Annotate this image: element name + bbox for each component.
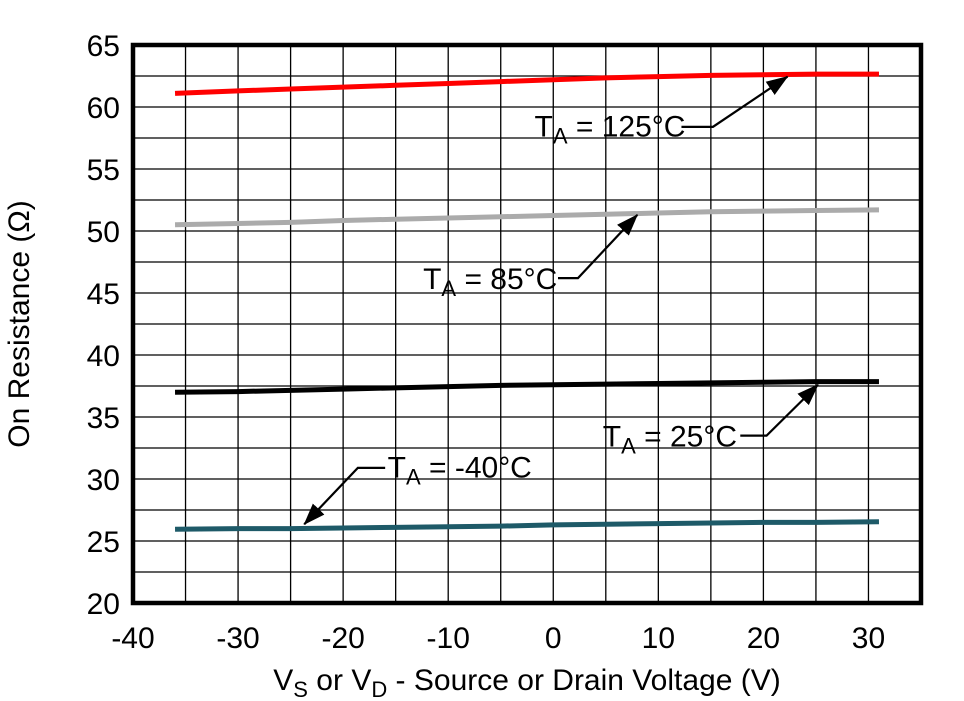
y-tick-label: 45 [87,278,120,311]
annotation-label: TA = 125°C [535,110,686,148]
series-line [175,519,879,532]
x-tick-label: -40 [111,622,154,655]
annotation-leader-arrow [303,466,386,526]
x-tick-label: -20 [321,622,364,655]
annotation-leader-arrow [681,75,789,128]
y-tick-label: 25 [87,526,120,559]
series-line [175,379,879,395]
x-tick-label: 30 [852,622,885,655]
y-tick-label: 30 [87,464,120,497]
annotation-label: TA = 85°C [423,263,557,301]
x-tick-label: 20 [747,622,780,655]
x-axis-title: VS or VD - Source or Drain Voltage (V) [273,664,780,701]
x-tick-label: -30 [216,622,259,655]
x-tick-label: 0 [545,622,562,655]
annotation-label: TA = -40°C [388,451,532,489]
y-tick-label: 20 [87,588,120,621]
y-tick-label: 35 [87,402,120,435]
series-line [174,207,879,228]
y-tick-label: 60 [87,92,120,125]
annotation-label: TA = 25°C [603,420,737,458]
series-line [174,71,879,96]
y-tick-label: 50 [87,216,120,249]
annotation-leader-arrow [740,383,819,437]
plot-border [130,42,924,606]
x-tick-label: 10 [642,622,675,655]
y-tick-label: 55 [87,154,120,187]
y-axis-title: On Resistance (Ω) [3,200,36,448]
x-tick-label: -10 [427,622,470,655]
annotation-leader-arrow [557,214,639,280]
y-tick-label: 40 [87,340,120,373]
y-tick-label: 65 [87,30,120,63]
